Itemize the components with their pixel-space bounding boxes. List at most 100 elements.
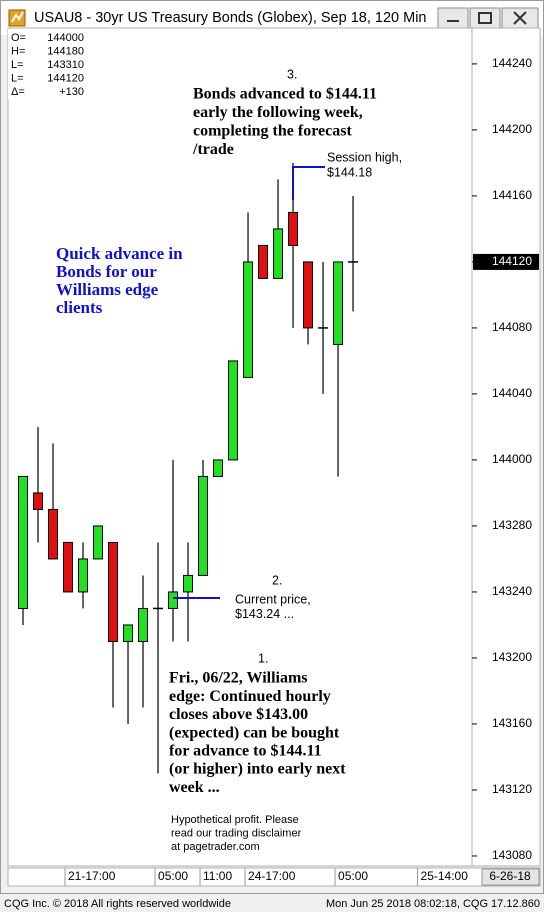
candle-body <box>78 558 89 593</box>
status-bar <box>0 894 544 912</box>
candle-body <box>168 591 179 609</box>
annotation-line: early the following week, <box>193 104 363 121</box>
y-tick-label: 144240 <box>492 56 532 70</box>
candle-body <box>258 244 269 279</box>
candle-body <box>303 261 314 329</box>
annotation-line: edge: Continued hourly <box>169 688 331 705</box>
window-title: USAU8 - 30yr US Treasury Bonds (Globex),… <box>34 10 426 26</box>
annotation-line: clients <box>56 298 103 317</box>
last-price-box <box>473 253 539 270</box>
candle-body <box>108 541 119 642</box>
annotation-line: closes above $143.00 <box>169 706 308 723</box>
info-rows: O= 144000 H= 144180 L= 143310 L= 144120 Δ= +130 <box>11 32 84 98</box>
annotation-line: Current price, <box>235 592 311 606</box>
candle-body <box>183 574 194 593</box>
annotation-line: for advance to $144.11 <box>169 742 322 759</box>
y-tick-label: 144000 <box>492 452 532 466</box>
annotation: Current price,$143.24 ... <box>235 592 311 621</box>
candle-body <box>63 541 74 593</box>
y-tick-label: 144200 <box>492 122 532 136</box>
info-value: 143310 <box>47 59 84 71</box>
x-tick-label: 05:00 <box>338 869 368 883</box>
annotation-line: at pagetrader.com <box>171 841 260 853</box>
candle-body <box>198 475 209 576</box>
info-box <box>8 29 88 99</box>
x-tick-label: 11:00 <box>203 869 232 883</box>
annotation-line: $144.18 <box>327 165 372 179</box>
x-axis-panel <box>7 867 541 887</box>
plot-area <box>7 27 473 867</box>
candle-body <box>213 459 224 477</box>
info-label: Δ= <box>11 86 25 98</box>
y-tick-label: 143120 <box>492 782 532 796</box>
annotation-line: Fri., 06/22, Williams <box>169 670 308 687</box>
candle-body <box>288 211 299 246</box>
minimize-button[interactable] <box>437 7 469 29</box>
annotation-line: completing the forecast <box>193 123 352 140</box>
y-tick-label: 144040 <box>492 386 532 400</box>
date-box <box>481 868 540 886</box>
annotation-line: Quick advance in <box>56 244 183 263</box>
date-label: 6-26-18 <box>489 869 531 883</box>
annotation-line: Session high, <box>327 150 402 164</box>
y-tick-label: 144080 <box>492 320 532 334</box>
y-tick-label: 143160 <box>492 716 532 730</box>
candle-body <box>333 261 344 345</box>
info-value: 144000 <box>47 32 84 44</box>
candle-body <box>48 508 59 560</box>
footer-right: Mon Jun 25 2018 08:02:18, CQG 17.12.860 <box>326 898 540 910</box>
candle-body <box>138 607 149 642</box>
candle-body <box>123 624 134 642</box>
x-tick-label: 05:00 <box>158 869 188 883</box>
note-number: 2. <box>272 573 282 587</box>
maximize-glyph <box>478 12 492 24</box>
session-high-marker <box>292 166 325 200</box>
y-tick-label: 143280 <box>492 518 532 532</box>
annotation-line: Bonds advanced to $144.11 <box>193 86 377 103</box>
y-tick-label: 144160 <box>492 188 532 202</box>
x-tick-label: 25-14:00 <box>421 869 469 883</box>
info-label: L= <box>11 72 24 84</box>
candle-body <box>273 228 284 279</box>
annotation: Session high,$144.18 <box>327 150 402 179</box>
info-label: H= <box>11 45 25 57</box>
candle-body <box>243 261 254 378</box>
info-value: 144120 <box>47 72 84 84</box>
candle-body <box>228 360 239 461</box>
annotation-line: Bonds for our <box>56 262 157 281</box>
annotation-line: /trade <box>192 141 234 158</box>
annotation-line: read our trading disclaimer <box>171 827 302 839</box>
annotation-line: (or higher) into early next <box>169 761 346 778</box>
annotation-line: Hypothetical profit. Please <box>171 814 299 826</box>
candle-body <box>18 475 29 609</box>
candles <box>18 162 359 774</box>
candle-body <box>93 525 104 560</box>
annotation-line: $143.24 ... <box>235 607 294 621</box>
candle-body <box>33 492 44 510</box>
maximize-button[interactable] <box>469 7 501 29</box>
annotation-line: (expected) can be bought <box>169 724 340 741</box>
last-price-label: 144120 <box>492 254 532 268</box>
window-buttons <box>437 7 539 29</box>
close-glyph <box>513 11 527 25</box>
footer-left: CQG Inc. © 2018 All rights reserved worl… <box>4 898 231 910</box>
info-label: O= <box>11 32 26 44</box>
info-label: L= <box>11 59 24 71</box>
x-tick-label: 24-17:00 <box>248 869 296 883</box>
note-number: 3. <box>287 67 297 81</box>
note-number: 1. <box>258 651 268 665</box>
x-tick-label: 21-17:00 <box>68 869 116 883</box>
info-value: 144180 <box>47 45 84 57</box>
app-icon-glyph <box>11 11 24 23</box>
annotation-line: week ... <box>169 779 220 796</box>
y-tick-label: 143200 <box>492 650 532 664</box>
y-tick-label: 143080 <box>492 848 532 862</box>
annotation-line: Williams edge <box>56 280 159 299</box>
y-tick-label: 143240 <box>492 584 532 598</box>
